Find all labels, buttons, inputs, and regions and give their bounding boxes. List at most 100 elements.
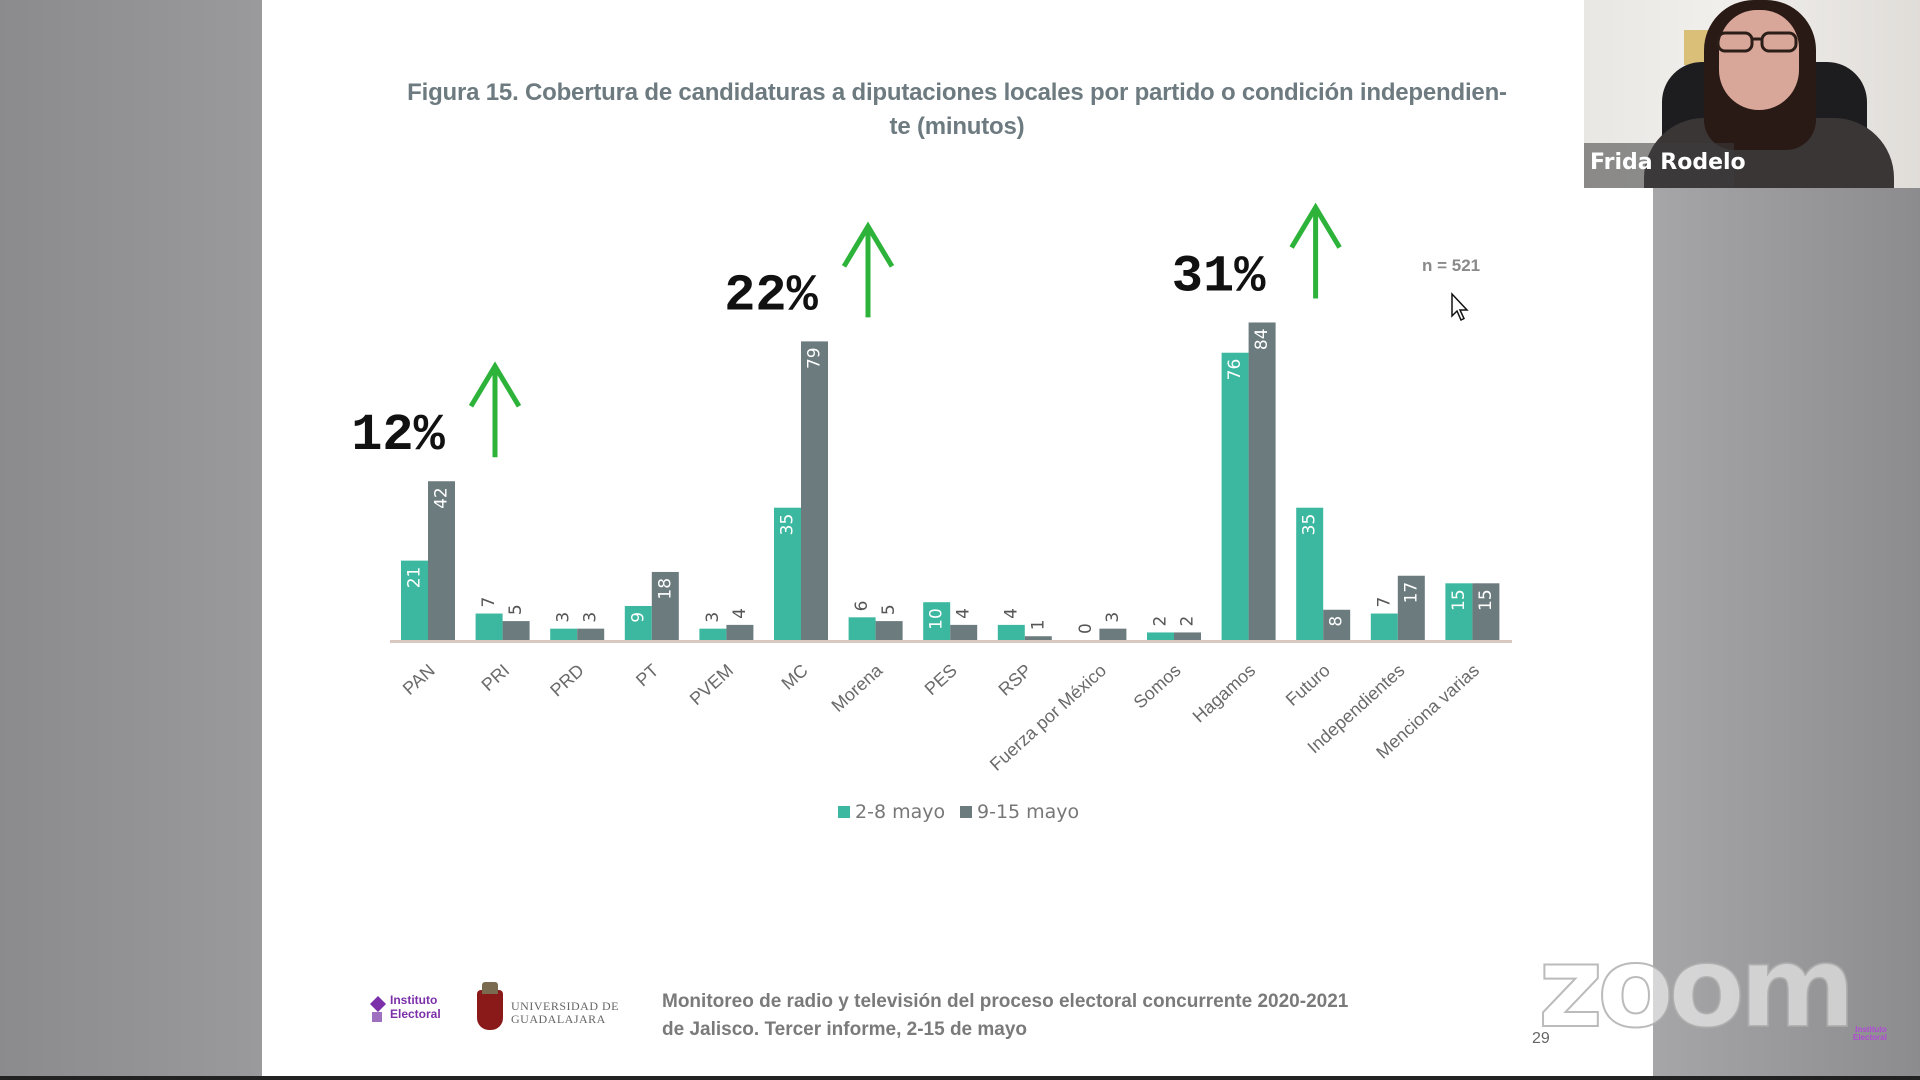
- window-bottom-edge: [0, 1076, 1920, 1080]
- bar-value-label: 84: [1252, 328, 1272, 350]
- bar-value-label: 9: [628, 612, 648, 623]
- bar-series2: [726, 624, 754, 640]
- x-tick-label: Futuro: [1282, 660, 1334, 710]
- bar-value-label: 5: [506, 604, 526, 615]
- bar-series1: [1221, 352, 1249, 640]
- bar-series2: [950, 624, 978, 640]
- bar-value-label: 3: [554, 612, 574, 623]
- bar-value-label: 15: [1476, 589, 1496, 611]
- bar-value-label: 6: [852, 600, 872, 611]
- growth-percent-label: 12%: [351, 406, 445, 465]
- presentation-slide: Figura 15. Cobertura de candidaturas a d…: [262, 0, 1653, 1076]
- bar-value-label: 4: [954, 608, 974, 619]
- bar-series2: [875, 621, 903, 640]
- screen-share-background-left: [0, 0, 262, 1080]
- bar-value-label: 7: [479, 597, 499, 608]
- bar-value-label: 0: [1076, 623, 1096, 634]
- zoom-watermark-logo: zoom: [1538, 936, 1848, 1046]
- growth-annotation: 12%: [351, 361, 522, 465]
- sample-size-label: n = 521: [1422, 256, 1481, 275]
- up-arrow-icon: [468, 361, 522, 458]
- participant-video-tile[interactable]: Frida Rodelo: [1584, 0, 1920, 188]
- glasses-icon: [1716, 31, 1798, 53]
- figure-title: Figura 15. Cobertura de candidaturas a d…: [322, 76, 1592, 144]
- legend-label: 2-8 mayo: [855, 801, 945, 823]
- bar-series1: [1147, 632, 1174, 640]
- bar-value-label: 42: [432, 487, 452, 509]
- iepc-logo-line1: Instituto: [390, 993, 438, 1007]
- bar-series2: [801, 341, 828, 640]
- udg-logo-line2: GUADALAJARA: [511, 1012, 606, 1026]
- bar-series2: [502, 621, 530, 640]
- growth-annotation: 31%: [1172, 202, 1342, 306]
- bar-group: 75: [475, 597, 530, 640]
- bar-group: 7 17: [1370, 575, 1425, 640]
- x-tick-label: Hagamos: [1189, 660, 1260, 726]
- bar-value-label: 3: [1103, 612, 1123, 623]
- bar-value-label: 10: [927, 608, 947, 630]
- bar-value-label: 21: [405, 567, 425, 589]
- bar-series1: [699, 628, 727, 640]
- bar-value-label: 18: [655, 578, 675, 600]
- udg-logo-line1: UNIVERSIDAD DE: [511, 999, 619, 1013]
- bar-series2: [1248, 322, 1276, 640]
- bar-group: 10 4: [923, 602, 978, 640]
- growth-percent-label: 22%: [724, 266, 818, 325]
- bar-value-label: 4: [1001, 608, 1021, 619]
- bar-value-label: 76: [1225, 359, 1245, 381]
- bar-value-label: 35: [1300, 514, 1320, 536]
- legend-swatch: [960, 806, 972, 818]
- report-footer: Monitoreo de radio y televisión del proc…: [662, 988, 1348, 1044]
- bar-value-label: 1: [1028, 619, 1048, 630]
- figure-title-line1: Figura 15. Cobertura de candidaturas a d…: [407, 79, 1507, 106]
- x-tick-label: Morena: [828, 659, 887, 715]
- x-tick-label: Somos: [1130, 660, 1185, 712]
- bar-series1: [475, 613, 503, 640]
- x-tick-label: PES: [921, 660, 961, 699]
- bar-series2: [1099, 628, 1127, 640]
- x-tick-label: PVEM: [686, 660, 737, 709]
- bar-series1: [848, 617, 876, 640]
- iepc-corner-line1: Instituto: [1855, 1025, 1887, 1034]
- legend-item: 9-15 mayo: [960, 801, 1079, 823]
- bar-value-label: 8: [1327, 616, 1347, 627]
- bar-series1: [550, 628, 578, 640]
- x-tick-label: PAN: [399, 660, 439, 699]
- figure-title-line2: te (minutos): [889, 113, 1025, 140]
- growth-percent-label: 31%: [1172, 247, 1266, 306]
- participant-name: Frida Rodelo: [1590, 150, 1746, 175]
- iepc-corner-line2: Electoral: [1853, 1033, 1887, 1042]
- iepc-emblem-icon: [370, 996, 386, 1022]
- bar-series1: [997, 624, 1025, 640]
- bar-series2: [1024, 636, 1052, 640]
- growth-annotation: 22%: [724, 221, 895, 325]
- bar-value-label: 5: [879, 604, 899, 615]
- legend-label: 9-15 mayo: [977, 801, 1079, 823]
- bar-value-label: 15: [1449, 589, 1469, 611]
- up-arrow-icon: [841, 221, 895, 318]
- udg-logo: UNIVERSIDAD DE GUADALAJARA: [477, 982, 627, 1038]
- bar-series1: [624, 605, 652, 640]
- bar-value-label: 7: [1374, 597, 1394, 608]
- bar-series2: [577, 628, 605, 640]
- legend-item: 2-8 mayo: [838, 801, 945, 823]
- x-tick-label: PRI: [478, 660, 514, 695]
- bar-group: 21 42: [401, 481, 455, 640]
- bar-series2: [1397, 575, 1425, 640]
- bar-series1: [1296, 507, 1324, 640]
- participant-face: [1719, 10, 1799, 110]
- page-number: 29: [1532, 1030, 1550, 1047]
- bar-value-label: 2: [1151, 616, 1171, 627]
- bar-series2: [428, 481, 455, 640]
- bar-value-label: 17: [1401, 582, 1421, 604]
- up-arrow-icon: [1289, 202, 1342, 299]
- iepc-logo: Instituto Electoral: [368, 992, 448, 1034]
- bar-series1: [1370, 613, 1398, 640]
- x-tick-label: PRD: [546, 660, 588, 700]
- bar-group: 15 15: [1445, 583, 1500, 640]
